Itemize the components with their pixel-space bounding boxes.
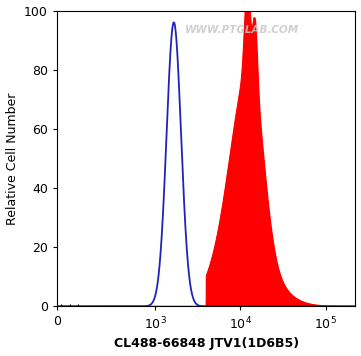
X-axis label: CL488-66848 JTV1(1D6B5): CL488-66848 JTV1(1D6B5) [114, 337, 299, 350]
Y-axis label: Relative Cell Number: Relative Cell Number [5, 92, 18, 225]
Text: WWW.PTGLAB.COM: WWW.PTGLAB.COM [185, 25, 299, 35]
